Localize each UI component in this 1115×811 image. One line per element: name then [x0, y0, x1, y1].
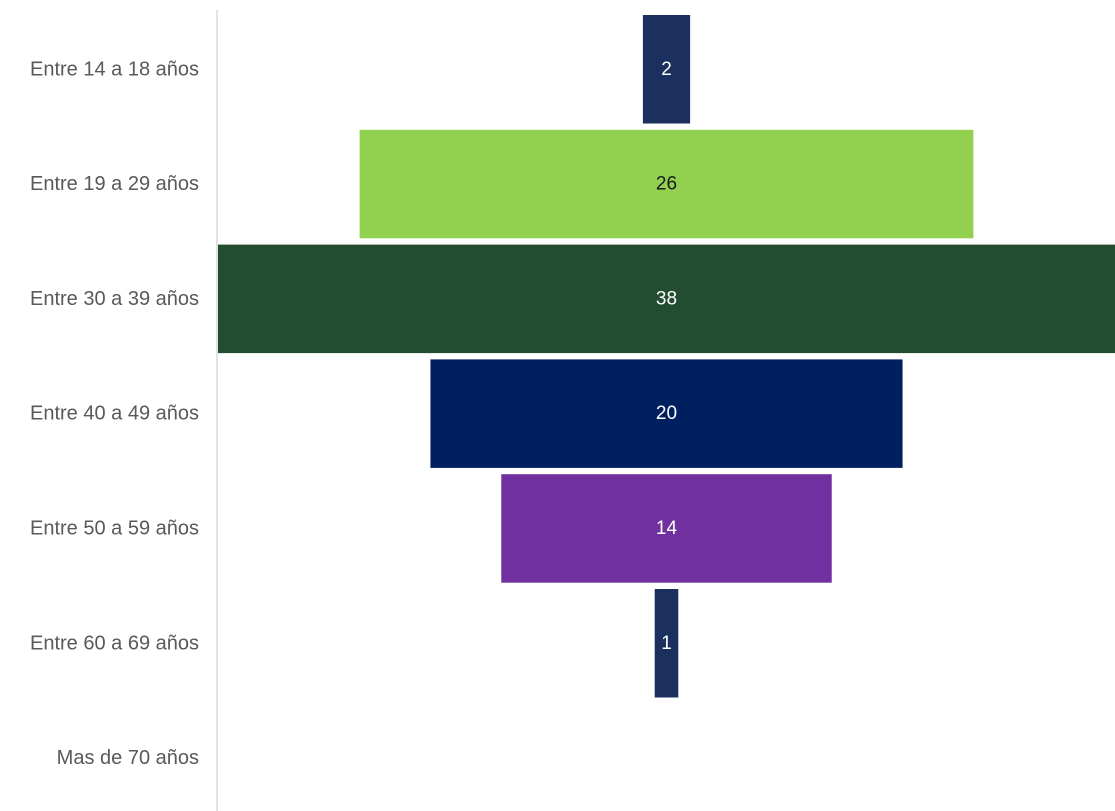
funnel-bar: [218, 244, 1115, 354]
funnel-bar: [501, 474, 832, 583]
category-label: Entre 50 a 59 años: [30, 517, 199, 539]
category-label: Entre 19 a 29 años: [30, 173, 199, 195]
bar-value-label: 1: [661, 633, 672, 654]
bar-value-label: 14: [656, 518, 678, 539]
category-label: Mas de 70 años: [57, 747, 199, 769]
bar-value-label: 38: [656, 288, 677, 309]
category-label: Entre 60 a 69 años: [30, 632, 199, 654]
data-labels: 2 26 38 20 14 1: [656, 59, 678, 654]
bar-value-label: 2: [661, 59, 672, 80]
funnel-bar: [654, 589, 679, 698]
category-label: Entre 14 a 18 años: [30, 58, 199, 80]
category-labels: Entre 14 a 18 años Entre 19 a 29 años Entr…: [30, 58, 199, 769]
bar-value-label: 20: [656, 403, 677, 424]
bar-value-label: 26: [656, 174, 677, 195]
category-label: Entre 40 a 49 años: [30, 403, 199, 425]
funnel-bar: [430, 359, 903, 468]
category-label: Entre 30 a 39 años: [30, 288, 199, 310]
funnel-bar: [642, 15, 691, 124]
funnel-bars: [218, 15, 1115, 698]
funnel-bar: [359, 129, 974, 239]
